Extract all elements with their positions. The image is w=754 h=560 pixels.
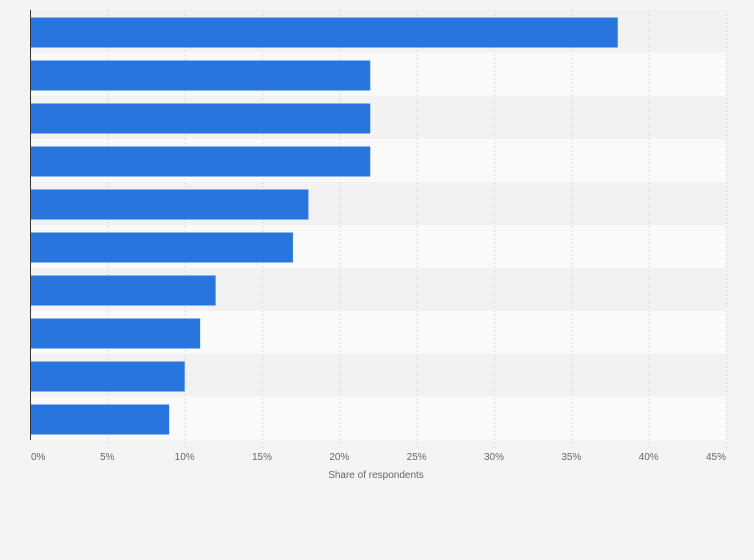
bar[interactable] [30,146,371,177]
bar[interactable] [30,318,201,349]
x-tick-label: 35% [561,452,581,463]
bar[interactable] [30,103,371,134]
bar[interactable] [30,275,216,306]
x-tick-label: 15% [252,452,272,463]
x-tick-label: 30% [484,452,504,463]
x-axis-tick-labels: 0% 5% 10% 15% 20% 25% 30% 35% 40% 45% [31,452,726,463]
x-tick-label: 10% [175,452,195,463]
x-tick-label: 0% [31,452,46,463]
x-tick-label: 45% [706,452,726,463]
x-tick-label: 40% [639,452,659,463]
bar[interactable] [30,189,309,220]
x-axis-title: Share of respondents [328,470,424,481]
bar[interactable] [30,232,293,263]
bars [30,17,618,435]
bar[interactable] [30,404,170,435]
bar[interactable] [30,60,371,91]
x-tick-label: 5% [100,452,115,463]
bar[interactable] [30,17,618,48]
x-tick-label: 25% [407,452,427,463]
bar[interactable] [30,361,185,392]
x-tick-label: 20% [329,452,349,463]
